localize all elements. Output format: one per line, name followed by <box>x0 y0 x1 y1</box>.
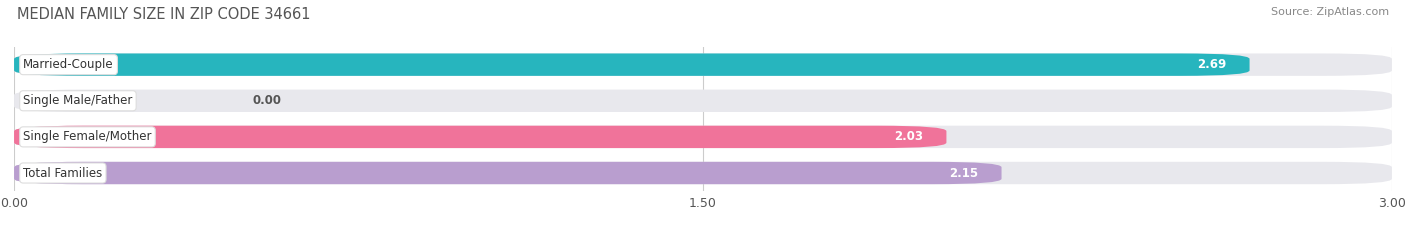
FancyBboxPatch shape <box>14 162 1001 184</box>
Text: 0.00: 0.00 <box>253 94 281 107</box>
FancyBboxPatch shape <box>14 126 1392 148</box>
Text: Single Male/Father: Single Male/Father <box>24 94 132 107</box>
Text: 2.15: 2.15 <box>949 167 979 179</box>
FancyBboxPatch shape <box>14 126 946 148</box>
Text: 2.69: 2.69 <box>1198 58 1226 71</box>
Text: Single Female/Mother: Single Female/Mother <box>24 130 152 143</box>
FancyBboxPatch shape <box>14 53 1392 76</box>
Text: Source: ZipAtlas.com: Source: ZipAtlas.com <box>1271 7 1389 17</box>
Text: MEDIAN FAMILY SIZE IN ZIP CODE 34661: MEDIAN FAMILY SIZE IN ZIP CODE 34661 <box>17 7 311 22</box>
Text: Total Families: Total Families <box>24 167 103 179</box>
FancyBboxPatch shape <box>14 162 1392 184</box>
FancyBboxPatch shape <box>14 89 1392 112</box>
Text: 2.03: 2.03 <box>894 130 924 143</box>
Text: Married-Couple: Married-Couple <box>24 58 114 71</box>
FancyBboxPatch shape <box>14 53 1250 76</box>
